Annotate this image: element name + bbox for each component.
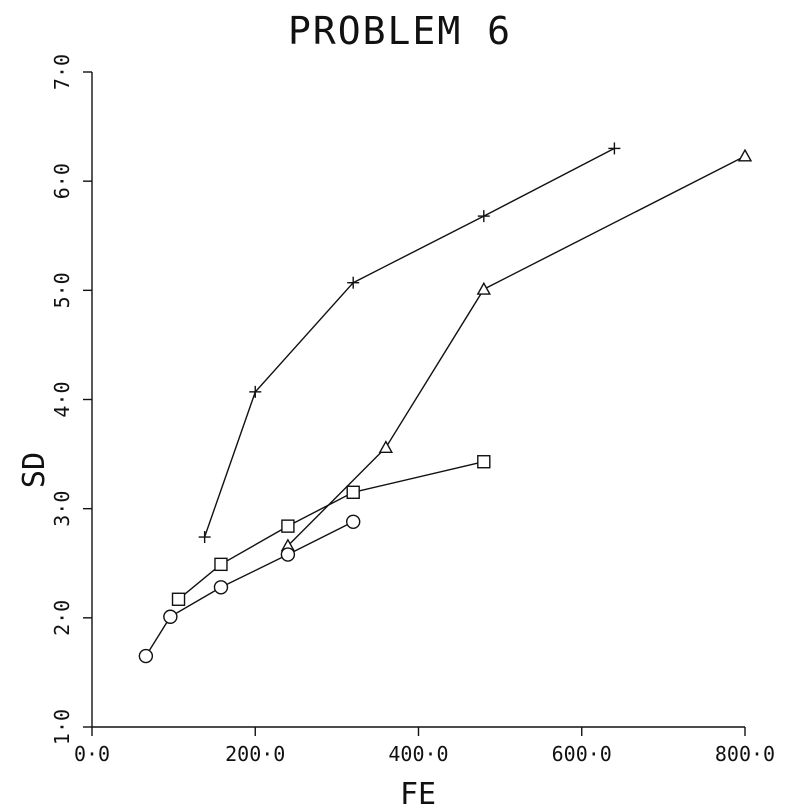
- x-tick-label: 400·0: [388, 742, 448, 766]
- x-axis-label: FE: [400, 777, 436, 810]
- x-tick-label: 0·0: [74, 742, 110, 766]
- square-marker: [171, 592, 186, 606]
- circle-marker: [138, 648, 154, 664]
- y-tick-label: 7·0: [50, 54, 74, 90]
- series-layer: [138, 142, 753, 664]
- plus-marker: [249, 385, 262, 398]
- y-tick-label: 1·0: [50, 709, 74, 745]
- series-line-circle: [145, 521, 354, 657]
- axes: 0·0 200·0 400·0 600·0 800·0 1·0 2·0 3·0 4·0 5·0 6·…: [50, 54, 775, 766]
- y-tick-label: 5·0: [50, 272, 74, 308]
- x-tick-label: 200·0: [225, 742, 285, 766]
- circle-marker: [213, 580, 229, 595]
- series-triangle: [280, 148, 753, 552]
- y-tick-label: 4·0: [50, 381, 74, 417]
- square-marker: [281, 519, 295, 533]
- circle-marker: [346, 514, 361, 529]
- plus-marker: [347, 276, 360, 289]
- x-tick-label: 600·0: [552, 742, 612, 766]
- circle-marker: [163, 609, 178, 624]
- y-tick-label: 3·0: [50, 491, 74, 527]
- series-plus: [198, 142, 621, 544]
- square-marker: [214, 557, 228, 572]
- series-circle: [138, 514, 361, 664]
- x-tick-label: 800·0: [715, 742, 775, 766]
- square-marker: [477, 455, 491, 469]
- plus-marker: [608, 142, 621, 155]
- series-square: [171, 455, 491, 606]
- y-axis-label: SD: [17, 452, 52, 488]
- triangle-marker: [378, 440, 394, 454]
- y-tick-label: 2·0: [50, 600, 74, 636]
- triangle-marker: [737, 148, 753, 162]
- chart-title: PROBLEM 6: [288, 9, 512, 53]
- circle-marker: [280, 547, 296, 562]
- plus-marker: [477, 210, 490, 223]
- y-tick-label: 6·0: [50, 163, 74, 199]
- plus-marker: [198, 531, 211, 544]
- square-marker: [346, 485, 360, 499]
- triangle-marker: [476, 281, 491, 295]
- series-line-triangle: [287, 155, 746, 547]
